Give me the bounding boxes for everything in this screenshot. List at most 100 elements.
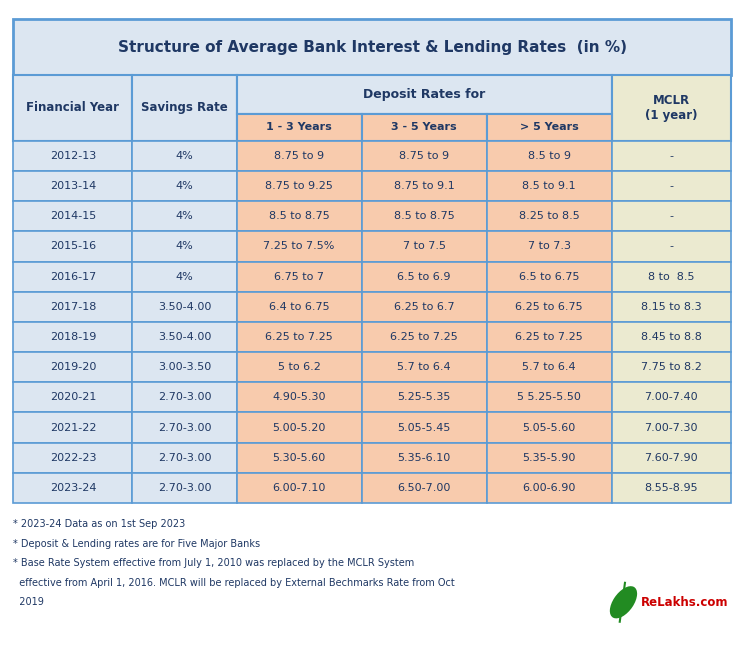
Bar: [13, 322, 132, 352]
Text: 5.00-5.20: 5.00-5.20: [272, 422, 326, 432]
Text: 2020-21: 2020-21: [50, 393, 96, 402]
Text: 4.90-5.30: 4.90-5.30: [272, 393, 326, 402]
Text: 7 to 7.3: 7 to 7.3: [527, 241, 571, 251]
Text: 8 to  8.5: 8 to 8.5: [648, 272, 694, 282]
Bar: [237, 201, 362, 232]
Text: -: -: [669, 212, 673, 221]
Text: Deposit Rates for: Deposit Rates for: [363, 88, 485, 101]
Bar: [362, 413, 487, 443]
Text: 5.7 to 6.4: 5.7 to 6.4: [522, 362, 576, 372]
Bar: [612, 443, 731, 472]
Text: 1 - 3 Years: 1 - 3 Years: [266, 122, 332, 132]
Text: 6.25 to 7.25: 6.25 to 7.25: [515, 332, 583, 342]
Bar: [487, 352, 612, 382]
Text: effective from April 1, 2016. MCLR will be replaced by External Bechmarks Rate f: effective from April 1, 2016. MCLR will …: [13, 578, 455, 587]
Text: 3.50-4.00: 3.50-4.00: [158, 332, 211, 342]
Text: 8.5 to 8.75: 8.5 to 8.75: [394, 212, 455, 221]
Bar: [13, 171, 132, 201]
Ellipse shape: [610, 586, 637, 618]
Text: 7 to 7.5: 7 to 7.5: [403, 241, 446, 251]
Bar: [13, 382, 132, 413]
Text: 8.75 to 9.1: 8.75 to 9.1: [394, 181, 455, 191]
Bar: [237, 382, 362, 413]
Bar: [13, 472, 132, 503]
Bar: [132, 443, 237, 472]
Bar: [13, 352, 132, 382]
Bar: [362, 141, 487, 171]
Text: 3.00-3.50: 3.00-3.50: [158, 362, 211, 372]
Text: 7.00-7.40: 7.00-7.40: [644, 393, 698, 402]
Text: 8.5 to 9.1: 8.5 to 9.1: [522, 181, 576, 191]
Text: Financial Year: Financial Year: [26, 101, 119, 114]
Text: 8.5 to 8.75: 8.5 to 8.75: [269, 212, 330, 221]
Text: 5 to 6.2: 5 to 6.2: [278, 362, 321, 372]
Text: -: -: [669, 151, 673, 161]
Bar: [612, 232, 731, 262]
Text: 6.75 to 7: 6.75 to 7: [274, 272, 324, 282]
Bar: [362, 472, 487, 503]
Text: 2021-22: 2021-22: [50, 422, 96, 432]
Bar: [13, 443, 132, 472]
Text: -: -: [669, 241, 673, 251]
Bar: [237, 75, 612, 114]
Text: 2.70-3.00: 2.70-3.00: [158, 483, 211, 493]
Bar: [132, 171, 237, 201]
Text: 6.50-7.00: 6.50-7.00: [397, 483, 451, 493]
Bar: [487, 292, 612, 322]
Text: 6.00-6.90: 6.00-6.90: [522, 483, 576, 493]
Bar: [487, 262, 612, 292]
Text: 6.25 to 6.7: 6.25 to 6.7: [394, 302, 455, 312]
Text: 4%: 4%: [176, 212, 193, 221]
Text: 6.25 to 6.75: 6.25 to 6.75: [516, 302, 583, 312]
Text: 8.75 to 9: 8.75 to 9: [399, 151, 449, 161]
Bar: [362, 262, 487, 292]
Bar: [487, 114, 612, 141]
Bar: [362, 292, 487, 322]
Bar: [132, 292, 237, 322]
Text: 5.7 to 6.4: 5.7 to 6.4: [397, 362, 451, 372]
Bar: [237, 352, 362, 382]
Bar: [612, 75, 731, 141]
Bar: [13, 292, 132, 322]
Bar: [612, 352, 731, 382]
Bar: [13, 19, 731, 75]
Bar: [237, 443, 362, 472]
Text: Savings Rate: Savings Rate: [141, 101, 228, 114]
Text: 8.25 to 8.5: 8.25 to 8.5: [519, 212, 580, 221]
Text: 7.00-7.30: 7.00-7.30: [644, 422, 698, 432]
Bar: [612, 201, 731, 232]
Bar: [362, 232, 487, 262]
Text: 7.25 to 7.5%: 7.25 to 7.5%: [263, 241, 335, 251]
Text: 5.35-5.90: 5.35-5.90: [522, 453, 576, 463]
Text: ReLakhs.com: ReLakhs.com: [641, 596, 729, 609]
Text: 5 5.25-5.50: 5 5.25-5.50: [517, 393, 581, 402]
Text: 2018-19: 2018-19: [50, 332, 96, 342]
Bar: [487, 201, 612, 232]
Bar: [237, 171, 362, 201]
Text: 4%: 4%: [176, 272, 193, 282]
Bar: [132, 262, 237, 292]
Text: 2017-18: 2017-18: [50, 302, 96, 312]
Bar: [612, 472, 731, 503]
Text: 2019-20: 2019-20: [50, 362, 96, 372]
Text: 7.75 to 8.2: 7.75 to 8.2: [641, 362, 702, 372]
Text: Structure of Average Bank Interest & Lending Rates  (in %): Structure of Average Bank Interest & Len…: [118, 40, 626, 55]
Bar: [132, 232, 237, 262]
Text: 2019: 2019: [13, 597, 44, 607]
Bar: [487, 232, 612, 262]
Text: 2014-15: 2014-15: [50, 212, 96, 221]
Bar: [612, 413, 731, 443]
Text: 4%: 4%: [176, 241, 193, 251]
Text: 2022-23: 2022-23: [50, 453, 96, 463]
Bar: [612, 262, 731, 292]
Bar: [362, 322, 487, 352]
Bar: [362, 352, 487, 382]
Bar: [132, 75, 237, 141]
Bar: [13, 413, 132, 443]
Text: 5.25-5.35: 5.25-5.35: [397, 393, 451, 402]
Bar: [237, 114, 362, 141]
Text: 2012-13: 2012-13: [50, 151, 96, 161]
Bar: [13, 262, 132, 292]
Bar: [612, 322, 731, 352]
Text: 2.70-3.00: 2.70-3.00: [158, 453, 211, 463]
